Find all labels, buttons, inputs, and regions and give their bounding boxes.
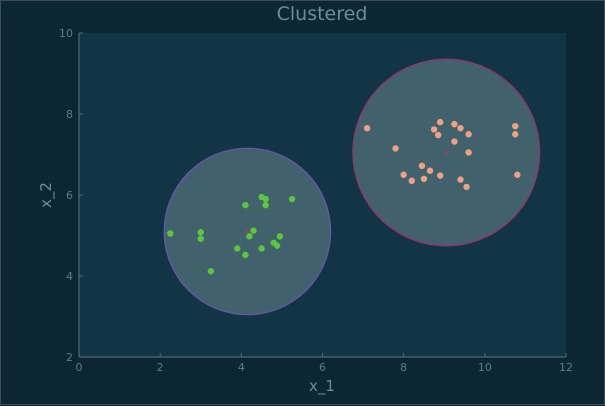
cluster-2-point	[363, 124, 371, 132]
x-tick-label: 12	[559, 361, 573, 374]
cluster-2-point	[451, 138, 458, 145]
cluster-2-point	[426, 167, 434, 174]
cluster-2-point	[463, 183, 470, 191]
y-tick-label: 2	[66, 351, 73, 364]
cluster-2-point	[512, 122, 519, 130]
x-tick-label: 6	[319, 361, 326, 374]
data-points	[167, 118, 521, 275]
cluster-2-point	[436, 118, 444, 126]
cluster-1-point	[197, 235, 204, 242]
cluster-1-point	[167, 230, 174, 237]
cluster-circles	[163, 58, 541, 316]
x-tick-label: 8	[400, 361, 407, 374]
x-tick-label: 4	[238, 361, 245, 374]
cluster-2-point	[457, 124, 464, 132]
y-tick-label: 6	[66, 189, 73, 202]
cluster-2-point	[436, 172, 444, 179]
y-tick-label: 8	[66, 108, 73, 121]
cluster-1-point	[242, 251, 249, 259]
cluster-2-point	[465, 149, 472, 156]
cluster-2-point	[400, 171, 407, 178]
cluster-1-point	[273, 242, 281, 249]
cluster-1-point	[250, 227, 257, 234]
cluster-1-point	[246, 233, 253, 240]
cluster-2-point	[392, 145, 399, 152]
cluster-1-point	[262, 201, 269, 209]
cluster-1-point	[197, 229, 204, 236]
cluster-1-point	[262, 195, 269, 203]
cluster-2-point	[420, 175, 428, 182]
chart-title: Clustered	[277, 3, 368, 25]
cluster-1-point	[276, 233, 284, 240]
cluster-2-point	[457, 176, 464, 183]
cluster-1-point	[258, 245, 265, 252]
x-tick-label: 10	[478, 361, 492, 374]
cluster-1-center	[245, 229, 250, 234]
cluster-1-point	[288, 195, 296, 203]
x-tick-label: 2	[157, 361, 164, 374]
cluster-2-point	[408, 177, 415, 185]
cluster-1-point	[234, 245, 241, 252]
x-tick-label: 0	[76, 361, 83, 374]
y-tick-label: 4	[66, 270, 73, 283]
x-axis-label: x_1	[309, 377, 335, 396]
cluster-2-point	[512, 131, 519, 138]
y-axis-label: x_2	[37, 182, 56, 208]
cluster-2-point	[451, 120, 458, 128]
cluster-2-point	[418, 162, 426, 170]
cluster-2-point	[430, 126, 438, 133]
cluster-2-point	[434, 131, 442, 139]
cluster-1-point	[242, 201, 249, 209]
y-tick-label: 10	[59, 27, 73, 40]
cluster-2-point	[465, 131, 472, 138]
cluster-2-center	[444, 150, 448, 155]
cluster-2-point	[514, 171, 521, 178]
cluster-1-point	[207, 267, 215, 275]
